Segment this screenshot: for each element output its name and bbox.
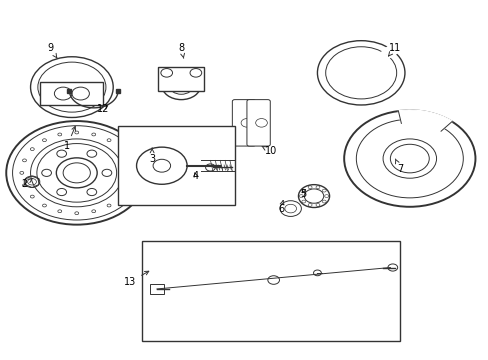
Text: 7: 7 (395, 159, 403, 174)
Text: 3: 3 (149, 148, 155, 163)
Bar (149, 284, 164, 294)
Text: 13: 13 (124, 271, 148, 287)
FancyBboxPatch shape (246, 100, 270, 146)
Text: 1: 1 (64, 126, 76, 151)
Text: 6: 6 (277, 201, 284, 213)
Wedge shape (398, 110, 451, 131)
Text: 11: 11 (388, 43, 401, 56)
Bar (142, 241, 399, 341)
Text: 5: 5 (299, 189, 305, 199)
Text: 8: 8 (178, 43, 184, 58)
Text: 9: 9 (47, 43, 57, 58)
Text: 4: 4 (192, 171, 199, 181)
Text: 12: 12 (97, 104, 109, 113)
Bar (40, 82, 103, 105)
Bar (118, 126, 234, 205)
FancyBboxPatch shape (232, 100, 255, 146)
Bar (158, 67, 203, 91)
Text: 10: 10 (262, 147, 277, 157)
Text: 2: 2 (21, 178, 33, 189)
